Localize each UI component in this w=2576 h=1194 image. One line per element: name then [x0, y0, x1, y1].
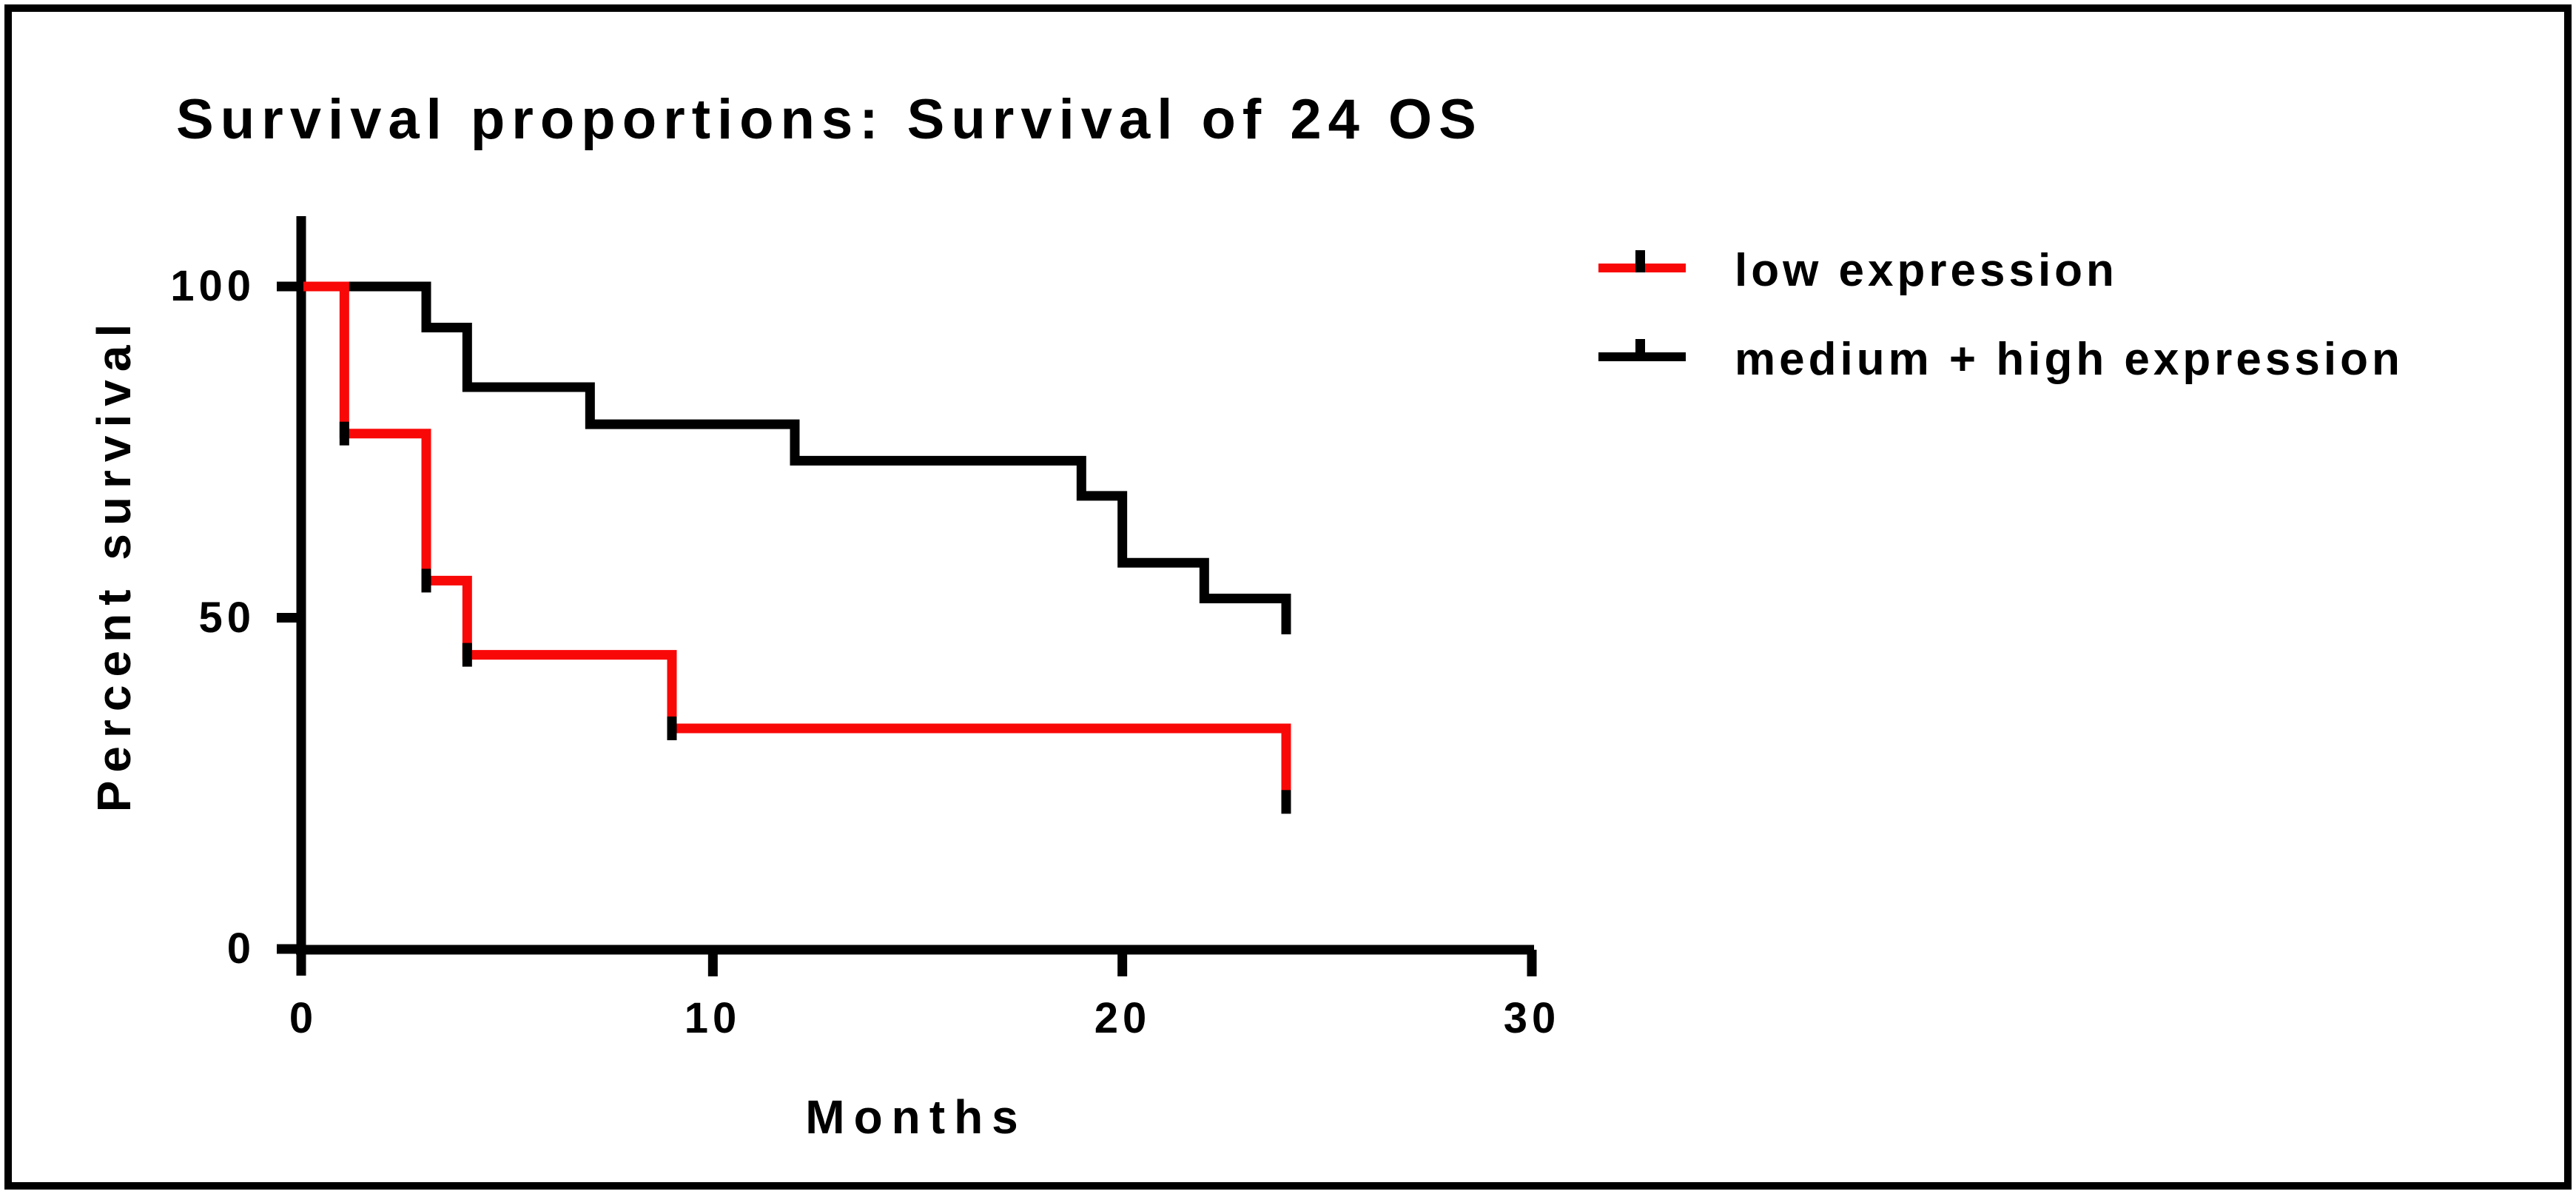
censor-tick-icon — [1635, 339, 1645, 361]
legend-label-medium-high-expression: medium + high expression — [1735, 334, 2404, 385]
y-tick-label-0: 0 — [226, 925, 255, 973]
legend-label-low-expression: low expression — [1735, 245, 2118, 296]
censor-tick — [339, 421, 349, 446]
x-tick-label-0: 0 — [289, 994, 318, 1042]
chart-title: Survival proportions: Survival of 24 OS — [176, 88, 1483, 151]
x-tick-label-10: 10 — [684, 994, 741, 1042]
y-axis-label: Percent survival — [87, 315, 141, 813]
y-tick-label-50: 50 — [198, 594, 255, 642]
censor-tick — [462, 643, 472, 667]
censor-tick — [421, 569, 431, 593]
censor-tick — [667, 716, 677, 740]
survival-curve-medium-high-expression — [303, 281, 1291, 634]
x-tick-label-30: 30 — [1503, 994, 1561, 1042]
x-axis-label: Months — [805, 1090, 1027, 1144]
censor-tick — [1281, 790, 1291, 814]
figure-border-frame — [4, 4, 2572, 1190]
survival-curve-low-expression — [303, 281, 1291, 802]
censor-tick-icon — [1635, 250, 1645, 272]
x-tick-label-20: 20 — [1094, 994, 1151, 1042]
y-tick-label-100: 100 — [170, 262, 255, 310]
